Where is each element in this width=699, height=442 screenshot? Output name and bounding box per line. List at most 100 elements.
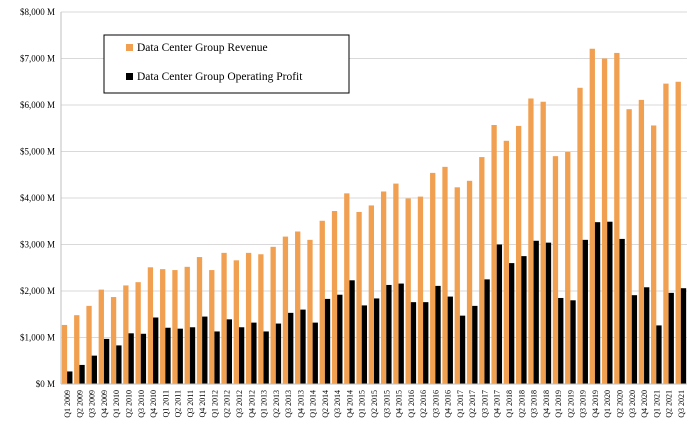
bar-revenue — [196, 257, 203, 384]
x-tick-label: Q2 2012 — [223, 390, 232, 418]
bar-operating-profit — [349, 280, 355, 384]
bar-revenue — [442, 166, 448, 384]
bar-operating-profit — [619, 238, 625, 384]
legend-box — [103, 34, 350, 94]
bar-revenue — [356, 211, 362, 384]
bar-revenue — [405, 198, 411, 384]
bar-revenue — [503, 140, 510, 384]
x-tick-label: Q4 2010 — [149, 390, 158, 418]
bar-revenue — [675, 81, 681, 384]
bar-operating-profit — [509, 263, 515, 384]
bar-revenue — [160, 269, 166, 384]
bar-operating-profit — [361, 305, 368, 384]
y-axis-ticks: $0 M $1,000 M $2,000 M $3,000 M $4,000 M $5,0… — [20, 7, 55, 389]
bar-operating-profit — [337, 294, 343, 384]
x-tick-label: Q3 2017 — [480, 390, 489, 418]
bar-revenue — [110, 297, 117, 384]
x-tick-label: Q1 2011 — [161, 390, 170, 417]
bar-operating-profit — [312, 322, 318, 384]
x-tick-label: Q4 2014 — [345, 390, 354, 418]
bar-operating-profit — [545, 242, 552, 384]
bar-revenue — [454, 187, 460, 384]
bar-operating-profit — [263, 331, 269, 384]
bar-operating-profit — [656, 325, 662, 384]
bar-operating-profit — [91, 355, 97, 384]
bar-operating-profit — [631, 295, 638, 384]
bar-operating-profit — [668, 292, 674, 384]
bar-revenue — [651, 125, 657, 385]
bar-revenue — [430, 172, 436, 384]
x-tick-label: Q4 2016 — [444, 390, 453, 418]
bar-operating-profit — [116, 345, 122, 384]
bar-operating-profit — [189, 327, 196, 384]
bar-revenue — [417, 196, 424, 384]
x-tick-label: Q4 2013 — [296, 390, 305, 418]
bar-revenue — [528, 98, 534, 385]
bar-operating-profit — [582, 239, 588, 384]
x-tick-label: Q4 2017 — [493, 390, 502, 418]
x-tick-label: Q3 2009 — [88, 390, 97, 418]
bar-operating-profit — [300, 309, 306, 384]
x-tick-label: Q1 2015 — [358, 390, 367, 418]
bar-operating-profit — [177, 328, 183, 384]
bar-operating-profit — [103, 338, 110, 384]
x-tick-label: Q2 2019 — [566, 390, 575, 418]
y-tick-label: $4,000 M — [20, 193, 55, 203]
bar-revenue — [614, 52, 620, 385]
bar-revenue — [282, 236, 289, 384]
bar-revenue — [601, 58, 608, 384]
bar-operating-profit — [251, 322, 257, 384]
x-tick-label: Q4 2015 — [395, 390, 404, 418]
x-tick-label: Q1 2010 — [112, 390, 121, 418]
x-tick-label: Q3 2018 — [530, 390, 539, 418]
bar-operating-profit — [472, 305, 478, 384]
x-tick-label: Q1 2009 — [63, 390, 72, 418]
bar-operating-profit — [533, 240, 539, 384]
bar-revenue — [344, 193, 350, 384]
bar-revenue — [466, 180, 473, 384]
x-tick-label: Q4 2011 — [198, 390, 207, 417]
x-tick-label: Q2 2016 — [419, 390, 428, 418]
x-tick-label: Q4 2019 — [591, 390, 600, 418]
bar-revenue — [209, 270, 215, 384]
bar-operating-profit — [275, 323, 282, 384]
y-tick-label: $5,000 M — [20, 147, 55, 157]
bar-revenue — [295, 231, 301, 384]
bar-revenue — [552, 156, 559, 384]
bar-revenue — [233, 260, 239, 384]
legend-swatch-operating-profit — [126, 73, 133, 80]
x-tick-label: Q2 2010 — [125, 390, 134, 418]
bar-operating-profit — [594, 222, 601, 384]
bar-operating-profit — [238, 327, 245, 384]
bar-revenue — [172, 270, 178, 384]
bar-revenue — [258, 254, 264, 384]
bar-operating-profit — [288, 312, 294, 384]
y-tick-label: $8,000 M — [20, 7, 55, 17]
y-tick-label: $7,000 M — [20, 54, 55, 64]
x-tick-label: Q2 2015 — [370, 390, 379, 418]
x-tick-label: Q3 2016 — [431, 390, 440, 418]
bar-revenue — [393, 183, 399, 384]
x-tick-label: Q4 2020 — [640, 390, 649, 418]
x-tick-label: Q3 2020 — [628, 390, 637, 418]
bar-operating-profit — [226, 319, 233, 384]
bar-operating-profit — [386, 284, 392, 384]
x-tick-label: Q1 2019 — [554, 390, 563, 418]
bar-revenue — [380, 191, 387, 384]
bar-operating-profit — [484, 279, 490, 384]
x-tick-label: Q3 2013 — [284, 390, 293, 418]
x-tick-label: Q1 2017 — [456, 390, 465, 418]
bar-operating-profit — [410, 302, 417, 384]
x-tick-label: Q3 2012 — [235, 390, 244, 418]
bar-revenue — [479, 157, 485, 384]
bar-operating-profit — [496, 244, 503, 384]
x-axis-ticks: Q1 2009 Q2 2009 Q3 2009 Q4 2009 Q1 2010 Q2 20… — [63, 390, 686, 418]
x-tick-label: Q1 2016 — [407, 390, 416, 418]
x-tick-label: Q3 2010 — [137, 390, 146, 418]
bar-operating-profit — [153, 317, 159, 384]
bar-revenue — [221, 252, 227, 384]
x-tick-label: Q3 2014 — [333, 390, 342, 418]
x-tick-label: Q1 2012 — [210, 390, 219, 418]
legend: Data Center Group Revenue Data Center Gr… — [103, 34, 350, 94]
x-tick-label: Q3 2011 — [186, 390, 195, 417]
